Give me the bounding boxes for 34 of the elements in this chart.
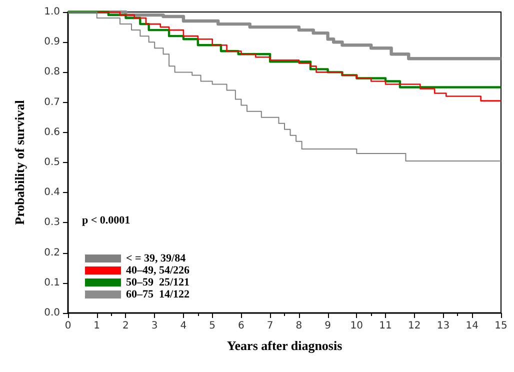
x-tick-label: 7 [266,320,274,332]
x-tick-label: 9 [324,320,331,332]
x-tick-label: 0 [64,320,72,332]
y-tick-label: 0.5 [44,157,60,168]
x-tick-label: 11 [379,320,392,332]
x-axis-title: Years after diagnosis [226,338,342,353]
y-tick-label: 0.6 [44,126,60,138]
legend-label: < = 39, 39/84 [126,252,186,264]
annotation: p < 0.0001 [82,214,130,226]
x-tick-label: 5 [209,320,216,332]
y-tick-label: 0.9 [44,36,60,48]
x-tick-label: 6 [238,320,244,332]
x-tick-label: 2 [122,320,129,332]
x-tick-label: 13 [436,320,450,332]
x-tick-label: 1 [94,320,100,332]
y-tick-label: 0.7 [44,96,60,108]
y-tick-label: 0.2 [44,247,60,258]
legend-label: 40–49, 54/226 [126,264,190,276]
x-tick-label: 4 [180,320,187,332]
x-tick-label: 12 [408,320,421,332]
y-tick-label: 0.3 [44,217,60,228]
y-tick-label: 0.1 [44,277,60,288]
legend-label: 50–59 25/121 [126,276,190,288]
x-tick-label: 8 [296,320,302,332]
x-tick-label: 15 [494,320,508,332]
legend-label: 60–75 14/122 [126,288,190,300]
y-axis-title: Probability of survival [12,100,27,225]
y-tick-label: 1.0 [44,6,60,18]
x-tick-label: 3 [151,320,158,332]
x-tick-label: 14 [466,320,478,332]
y-tick-label: 0.0 [44,308,60,318]
y-tick-label: 0.4 [44,187,60,198]
x-tick-label: 10 [350,320,364,332]
y-tick-label: 0.8 [44,66,60,78]
